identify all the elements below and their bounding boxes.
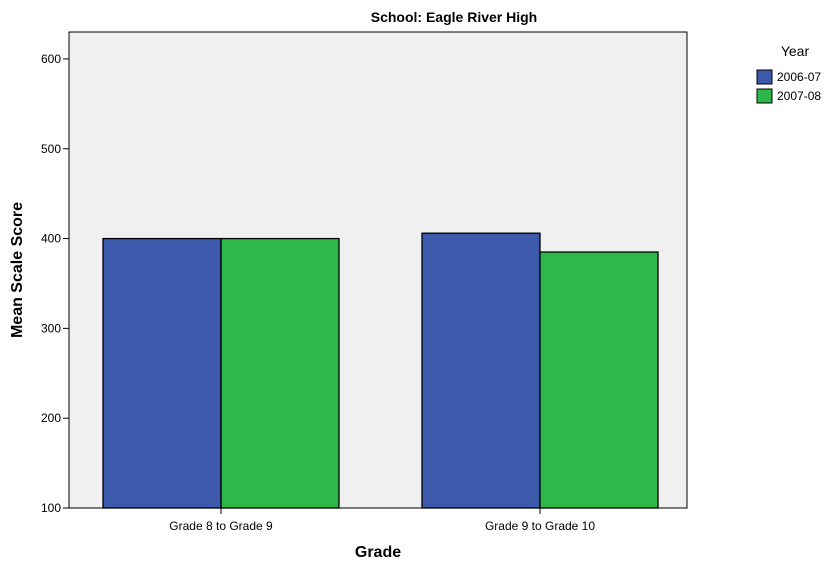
- legend-title: Year: [781, 43, 810, 59]
- bar-2007-08-2: [539, 251, 659, 509]
- x-tick-label: Grade 9 to Grade 10: [485, 519, 595, 533]
- legend-swatch: [756, 69, 773, 85]
- bar-2006-07-1: [102, 237, 222, 509]
- y-axis: 100 200 300 400 500 600: [41, 52, 69, 515]
- y-tick-label: 400: [41, 232, 61, 246]
- bars-group: [102, 232, 659, 509]
- y-tick-label: 600: [41, 52, 61, 66]
- chart-title: School: Eagle River High: [371, 9, 537, 25]
- x-axis: Grade 8 to Grade 9 Grade 9 to Grade 10: [169, 508, 595, 533]
- x-axis-title: Grade: [355, 544, 401, 561]
- legend: Year 2006-07 2007-08: [756, 43, 821, 104]
- legend-label: 2007-08: [777, 89, 821, 103]
- y-tick-label: 200: [41, 411, 61, 425]
- y-axis-title: Mean Scale Score: [9, 202, 26, 338]
- y-tick-label: 300: [41, 321, 61, 335]
- x-tick-label: Grade 8 to Grade 9: [169, 519, 273, 533]
- legend-label: 2006-07: [777, 70, 821, 84]
- bar-2007-08-1: [220, 237, 340, 509]
- y-tick-label: 500: [41, 142, 61, 156]
- bar-2006-07-2: [421, 232, 541, 509]
- y-tick-label: 100: [41, 501, 61, 515]
- legend-swatch: [756, 88, 773, 104]
